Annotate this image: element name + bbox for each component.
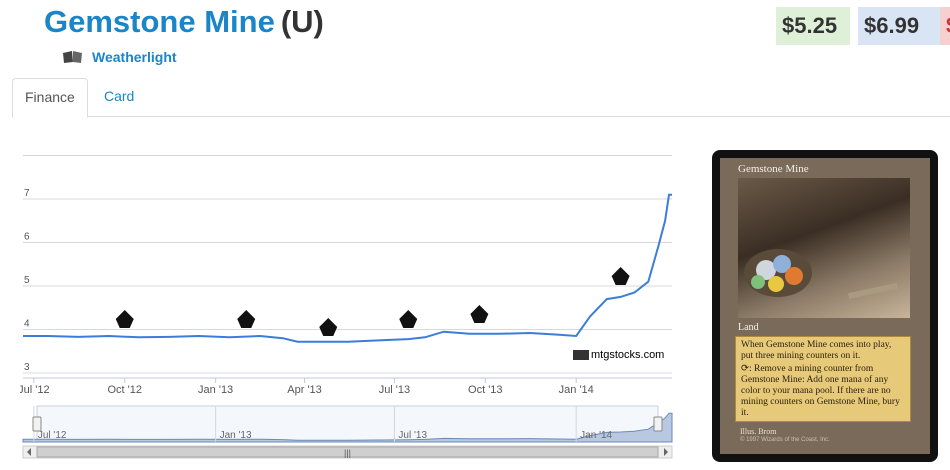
set-release-flag-1-icon: [115, 310, 134, 328]
weatherlight-set-icon: [63, 51, 82, 63]
scrollbar-grip-icon: |||: [344, 448, 351, 458]
mtgstocks-logo-icon: [573, 350, 589, 360]
x-tick-label: Oct '12: [107, 384, 142, 396]
navigator-series-area: [22, 412, 673, 443]
x-tick-label: Jul '12: [20, 384, 50, 396]
price-avg: $6.99: [858, 7, 942, 45]
set-release-flag-6-icon: [611, 267, 630, 285]
navigator-tick-label: Jul '13: [398, 430, 427, 441]
tab-finance[interactable]: Finance: [12, 78, 88, 118]
y-tick-label: 4: [24, 319, 30, 330]
rarity-label: (U): [280, 4, 324, 39]
tab-card[interactable]: Card: [104, 88, 135, 104]
card-image-name: Gemstone Mine: [738, 163, 809, 175]
x-tick-label: Jan '14: [559, 384, 594, 396]
set-line: Weatherlight: [62, 49, 177, 65]
navigator-tick-label: Jan '13: [220, 430, 252, 441]
page-title: Gemstone Mine (U): [44, 4, 324, 40]
set-release-flag-5-icon: [470, 305, 489, 323]
x-tick-label: Oct '13: [468, 384, 503, 396]
card-rules-box: When Gemstone Mine comes into play, put …: [735, 336, 911, 422]
card-illustrator: Illus. Brom: [740, 427, 777, 436]
set-release-flag-3-shape: [319, 318, 338, 336]
set-release-flag-5-shape: [470, 305, 489, 323]
x-tick-label: Jan '13: [198, 384, 233, 396]
tab-bar: Finance Card: [12, 78, 950, 118]
price-chart: 3 4 5 6 7 Jul '12 Oct '12 Jan '13 Apr '13 Jul '13…: [20, 150, 680, 470]
card-rules-text-2: ⟳: Remove a mining counter from Gemstone…: [741, 364, 905, 419]
navigator-left-handle[interactable]: [32, 416, 42, 432]
x-tick-label: Jul '13: [379, 384, 410, 396]
price-series-line: [23, 193, 672, 343]
set-release-flag-1-shape: [115, 310, 134, 328]
y-tick-label: 3: [24, 362, 30, 373]
card-name-title[interactable]: Gemstone Mine: [44, 4, 275, 39]
set-release-flag-4-icon: [399, 310, 418, 328]
set-release-flag-2-icon: [237, 310, 256, 328]
navigator-tick-label: Jan '14: [580, 430, 612, 441]
card-type-line: Land: [738, 322, 759, 333]
gemstone-art-icon: [744, 249, 899, 300]
card-art: [738, 178, 910, 318]
navigator-panel: [36, 405, 659, 443]
y-tick-label: 6: [24, 232, 30, 243]
set-name-link[interactable]: Weatherlight: [92, 49, 177, 65]
price-high: $: [940, 7, 950, 45]
scrollbar-thumb[interactable]: [36, 446, 659, 458]
set-release-flag-4-shape: [399, 310, 418, 328]
scroll-right-arrow-icon[interactable]: [664, 448, 668, 456]
card-rules-text-1: When Gemstone Mine comes into play, put …: [741, 340, 892, 361]
set-release-flag-3-icon: [319, 318, 338, 336]
y-tick-label: 7: [24, 188, 30, 199]
watermark-text: mtgstocks.com: [591, 349, 665, 361]
set-release-flag-6-shape: [611, 267, 630, 285]
card-rules-text-2-body: : Remove a mining counter from Gemstone …: [741, 364, 900, 418]
price-chart-svg: 3 4 5 6 7 Jul '12 Oct '12 Jan '13 Apr '13 Jul '13…: [20, 155, 673, 459]
card-copyright: © 1997 Wizards of the Coast, Inc.: [740, 437, 830, 443]
y-tick-label: 5: [24, 275, 30, 286]
chart-watermark: mtgstocks.com: [573, 349, 664, 361]
scroll-left-arrow-icon[interactable]: [27, 448, 31, 456]
price-low: $5.25: [776, 7, 850, 45]
tap-symbol-icon: ⟳: [741, 364, 749, 374]
navigator-right-handle[interactable]: [653, 416, 663, 432]
set-release-flag-2-shape: [237, 310, 256, 328]
x-tick-label: Apr '13: [287, 384, 322, 396]
navigator-tick-label: Jul '12: [38, 430, 67, 441]
